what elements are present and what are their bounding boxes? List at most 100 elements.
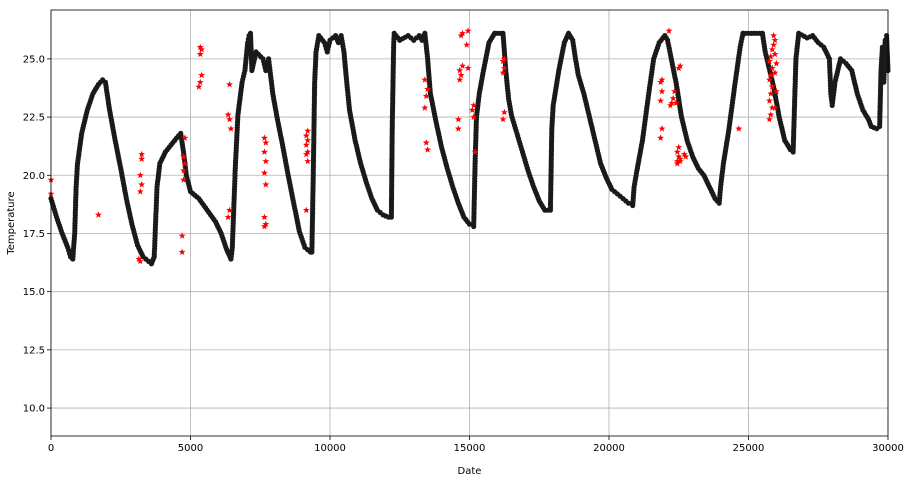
y-tick-label: 25.0 [23, 54, 45, 65]
outlier-point [501, 55, 508, 62]
outlier-point [770, 32, 777, 39]
x-tick-label: 25000 [733, 443, 765, 454]
outlier-point [138, 155, 146, 162]
data-point [466, 221, 473, 227]
outlier-point [459, 62, 466, 69]
outlier-point [771, 50, 779, 58]
outlier-point [180, 153, 187, 160]
x-axis-label: Date [458, 466, 482, 477]
outlier-point [767, 53, 775, 60]
outlier-point [501, 108, 508, 116]
outlier-point [668, 99, 676, 106]
outlier-point [766, 115, 773, 123]
outlier-markers [47, 27, 780, 265]
outlier-point [657, 97, 664, 104]
outlier-point [673, 148, 681, 155]
x-tick-label: 15000 [454, 443, 486, 454]
outlier-point [671, 87, 678, 95]
x-tick-label: 20000 [593, 443, 625, 454]
outlier-point [735, 125, 743, 132]
outlier-point [304, 136, 312, 144]
outlier-point [463, 41, 471, 48]
outlier-point [138, 150, 146, 158]
outlier-point [680, 150, 688, 158]
outlier-point [459, 29, 466, 37]
outlier-point [138, 181, 146, 188]
outlier-point [135, 255, 143, 262]
outlier-point [422, 92, 430, 99]
outlier-point [226, 115, 233, 123]
y-tick-label: 15.0 [23, 287, 45, 298]
outlier-point [676, 157, 684, 165]
outlier-point [178, 232, 186, 239]
outlier-point [178, 248, 186, 255]
outlier-point [261, 148, 268, 155]
outlier-point [262, 181, 270, 188]
outlier-point [95, 211, 102, 218]
outlier-point [262, 139, 270, 146]
outlier-point [180, 167, 187, 174]
outlier-point [226, 80, 233, 88]
outlier-point [196, 43, 204, 51]
outlier-point [771, 36, 779, 44]
outlier-point [766, 57, 773, 65]
outlier-point [771, 104, 779, 111]
outlier-point [224, 213, 232, 221]
data-point [625, 200, 632, 206]
outlier-point [768, 64, 776, 72]
outlier-point [658, 76, 666, 83]
outlier-point [181, 160, 189, 167]
outlier-point [261, 213, 268, 221]
outlier-point [196, 78, 204, 86]
y-tick-label: 22.5 [23, 113, 45, 124]
outlier-point [227, 125, 235, 132]
outlier-point [424, 85, 432, 93]
outlier-point [304, 148, 312, 155]
outlier-point [456, 66, 464, 74]
outlier-point [770, 41, 777, 48]
outlier-point [136, 188, 144, 195]
outlier-point [471, 148, 479, 155]
outlier-point [422, 139, 430, 146]
outlier-point [658, 125, 666, 132]
outlier-point [180, 176, 187, 183]
outlier-point [665, 27, 673, 34]
outlier-point [468, 106, 476, 113]
outlier-point [673, 160, 681, 167]
y-tick-label: 17.5 [23, 229, 45, 240]
x-tick-label: 5000 [178, 443, 203, 454]
outlier-point [224, 111, 232, 118]
outlier-point [195, 83, 203, 90]
outlier-point [767, 90, 775, 97]
outlier-point [261, 169, 268, 176]
outlier-point [675, 143, 683, 151]
outlier-point [682, 153, 690, 160]
outlier-point [766, 97, 773, 104]
x-tick-label: 0 [48, 443, 54, 454]
outlier-point [499, 115, 507, 123]
outlier-point [304, 127, 312, 134]
outlier-point [226, 206, 233, 214]
outlier-point [136, 257, 144, 265]
outlier-point [673, 157, 681, 165]
series-dots [48, 30, 891, 267]
x-tick-label: 30000 [872, 443, 904, 454]
y-axis-ticks: 10.0 12.5 15.0 17.5 20.0 22.5 25.0 [23, 54, 51, 415]
outlier-point [675, 153, 683, 160]
outlier-point [262, 157, 270, 165]
outlier-point [771, 69, 779, 76]
outlier-point [302, 132, 310, 139]
grid [50, 10, 889, 436]
outlier-point [773, 59, 780, 67]
outlier-point [457, 71, 465, 79]
outlier-point [499, 69, 507, 76]
outlier-point [657, 134, 664, 141]
outlier-point [262, 220, 270, 228]
outlier-point [470, 113, 478, 120]
outlier-point [767, 111, 775, 118]
y-tick-label: 10.0 [23, 404, 45, 415]
outlier-point [421, 104, 429, 111]
outlier-point [136, 171, 144, 179]
